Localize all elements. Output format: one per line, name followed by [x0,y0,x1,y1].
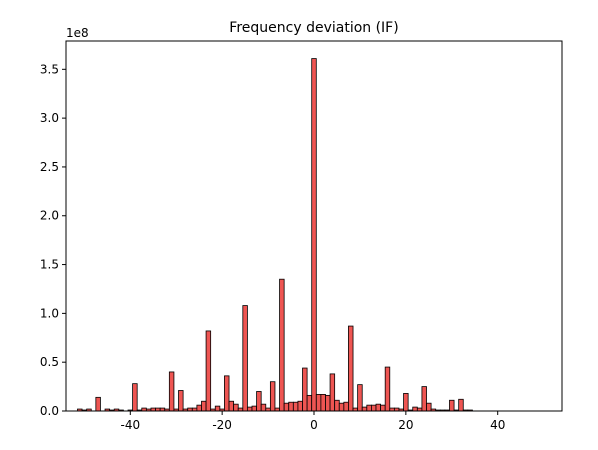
bar [242,305,248,412]
bar [302,367,308,412]
bar [338,402,345,412]
bar [384,366,391,412]
bar [205,330,212,412]
bar [361,406,368,412]
bar [320,394,326,412]
bar [279,278,285,412]
x-tick-label: 0 [310,418,318,432]
bar [325,394,331,412]
bar [224,375,230,412]
bar [426,402,432,412]
y-tick-label: 3.0 [40,111,59,125]
bar [168,371,175,412]
bar [375,403,381,412]
bar [311,58,317,412]
bar [366,404,372,412]
bar [348,325,354,412]
bar [334,399,340,412]
bar [247,406,253,412]
bar [421,386,427,412]
bar [371,404,377,412]
bar [449,399,455,412]
bar [233,403,239,412]
x-tick-label: -20 [212,418,232,432]
bar [357,384,363,412]
bar [196,404,202,412]
y-tick-label: 1.0 [40,306,59,320]
bar [132,383,138,412]
bar [256,391,262,412]
y-tick-label: 2.5 [40,160,59,174]
bar [178,390,184,412]
x-tick-label: 20 [398,418,413,432]
x-tick-label: 40 [490,418,505,432]
bar [403,393,409,412]
bar [306,394,313,412]
bar [95,396,101,412]
bar [288,401,294,412]
bar [260,403,267,412]
y-tick-label: 1.5 [40,258,59,272]
bar [251,405,257,412]
bar [412,406,418,412]
bar [315,394,322,412]
bar [292,401,299,412]
y-offset-label: 1e8 [66,26,89,40]
bar [214,405,221,412]
y-tick-label: 3.5 [40,62,59,76]
y-tick-label: 0.0 [40,404,59,418]
y-tick-label: 2.0 [40,209,59,223]
bar [201,400,207,412]
chart-title: Frequency deviation (IF) [229,20,398,36]
bar [380,404,386,412]
bar [228,400,235,412]
bar [297,400,303,412]
bar [269,381,276,412]
bar [343,401,349,412]
bar [458,398,464,412]
bar [283,402,290,412]
y-tick-label: 0.5 [40,355,59,369]
bar [329,373,336,412]
x-tick-label: -40 [120,418,140,432]
